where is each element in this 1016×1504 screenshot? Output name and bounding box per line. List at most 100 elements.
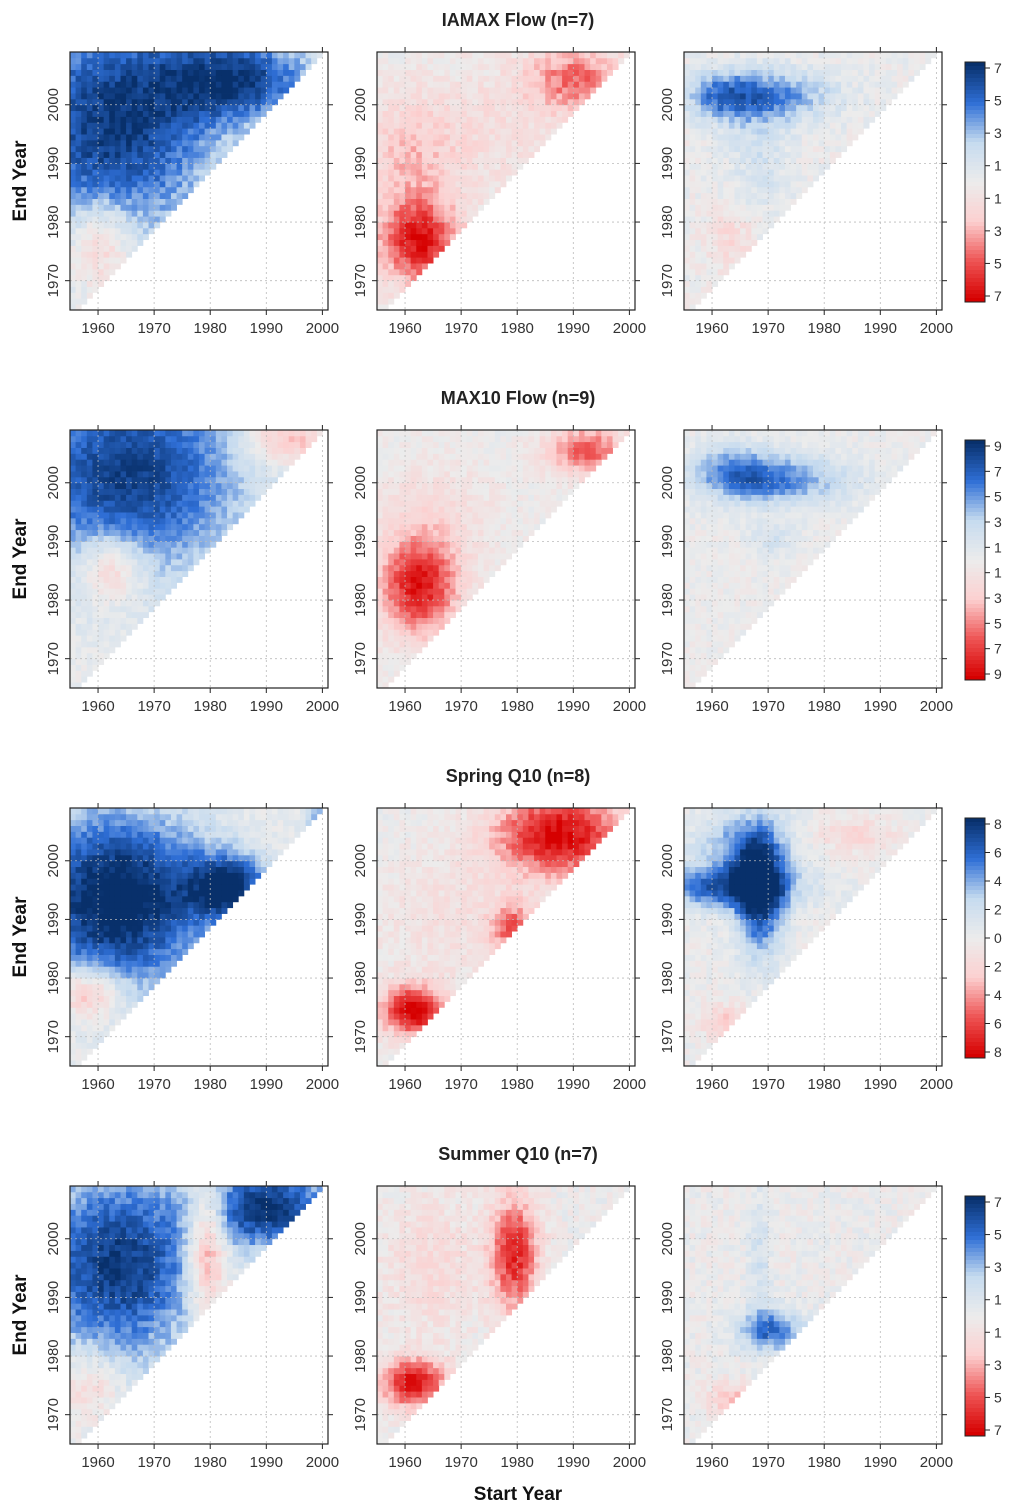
colorbar-segment (965, 206, 985, 211)
heat-cell (416, 611, 423, 619)
heat-cell (227, 139, 234, 147)
heat-cell (801, 98, 808, 106)
heat-cell (796, 69, 803, 76)
heat-cell (131, 122, 138, 129)
heat-cell (137, 588, 144, 595)
heat-cell (573, 57, 580, 65)
heat-cell (238, 500, 245, 507)
heat-cell (142, 210, 149, 217)
heat-cell (103, 635, 110, 642)
heat-cell (528, 75, 535, 82)
heat-cell (784, 57, 791, 65)
heat-cell (81, 134, 88, 141)
heat-cell (388, 110, 395, 117)
heat-cell (449, 447, 456, 454)
heat-cell (109, 588, 116, 595)
heat-cell (377, 268, 384, 276)
heat-cell (114, 263, 121, 270)
colorbar-segment (965, 246, 985, 251)
heat-cell (92, 629, 99, 636)
heat-cell (393, 441, 400, 448)
heat-cell (869, 98, 876, 106)
heat-cell (92, 652, 99, 660)
heat-cell (405, 257, 412, 264)
heat-cell (773, 81, 780, 88)
heat-cell (751, 163, 758, 170)
heat-cell (86, 541, 93, 548)
heat-cell (159, 216, 166, 223)
heat-cell (734, 122, 741, 129)
heat-cell (801, 122, 808, 129)
heat-cell (728, 198, 735, 205)
heat-cell (131, 134, 138, 141)
heat-cell (120, 500, 127, 507)
heat-cell (187, 181, 194, 188)
heat-cell (455, 570, 462, 577)
heat-cell (165, 430, 172, 437)
heat-cell (461, 93, 468, 100)
heat-cell (399, 139, 406, 147)
heat-cell (210, 93, 217, 100)
heat-cell (255, 75, 262, 82)
heat-cell (210, 482, 217, 490)
heat-cell (388, 298, 395, 305)
heat-cell (187, 134, 194, 141)
heat-cell (835, 98, 842, 106)
heat-cell (433, 128, 440, 135)
heat-cell (221, 465, 228, 472)
heat-cell (684, 63, 691, 70)
heat-cell (880, 81, 887, 88)
heat-cell (193, 559, 200, 566)
heat-cell (779, 181, 786, 188)
heat-cell (137, 151, 144, 158)
heat-cell (170, 517, 177, 525)
heat-cell (103, 623, 110, 630)
x-tick-label: 1980 (194, 698, 227, 715)
heat-cell (913, 52, 920, 59)
heat-cell (573, 87, 580, 94)
heat-cell (142, 506, 149, 513)
heat-cell (399, 110, 406, 117)
heat-cell (204, 453, 211, 460)
heat-cell (734, 175, 741, 182)
heat-cell (137, 570, 144, 577)
heat-cell (148, 157, 155, 164)
heat-cell (126, 588, 133, 595)
heat-cell (461, 559, 468, 566)
heat-cell (449, 465, 456, 472)
heat-cell (92, 192, 99, 199)
heat-cell (416, 87, 423, 94)
heat-cell (75, 52, 82, 59)
heat-cell (249, 459, 256, 466)
heat-cell (712, 245, 719, 252)
heat-cell (120, 116, 127, 123)
heat-cell (199, 104, 206, 112)
heat-cell (455, 594, 462, 601)
heat-cell (393, 435, 400, 443)
heat-cell (299, 441, 306, 448)
heat-cell (700, 280, 707, 287)
heat-cell (416, 69, 423, 76)
heat-cell (81, 471, 88, 478)
heat-cell (249, 87, 256, 94)
colorbar-segment (965, 162, 985, 167)
heat-cell (835, 63, 842, 70)
heat-cell (728, 151, 735, 158)
heat-cell (455, 145, 462, 153)
heat-cell (170, 104, 177, 112)
heat-cell (427, 617, 434, 624)
heat-cell (689, 87, 696, 94)
heat-cell (393, 459, 400, 466)
heat-cell (807, 145, 814, 153)
heat-cell (506, 145, 513, 153)
heat-cell (511, 145, 518, 153)
heat-cell (131, 163, 138, 170)
colorbar-segment (965, 234, 985, 239)
heat-cell (382, 292, 389, 299)
heat-cell (455, 186, 462, 194)
heat-cell (137, 517, 144, 525)
heat-cell (159, 87, 166, 94)
heat-cell (399, 93, 406, 100)
heat-cell (98, 435, 105, 443)
heat-cell (740, 69, 747, 76)
